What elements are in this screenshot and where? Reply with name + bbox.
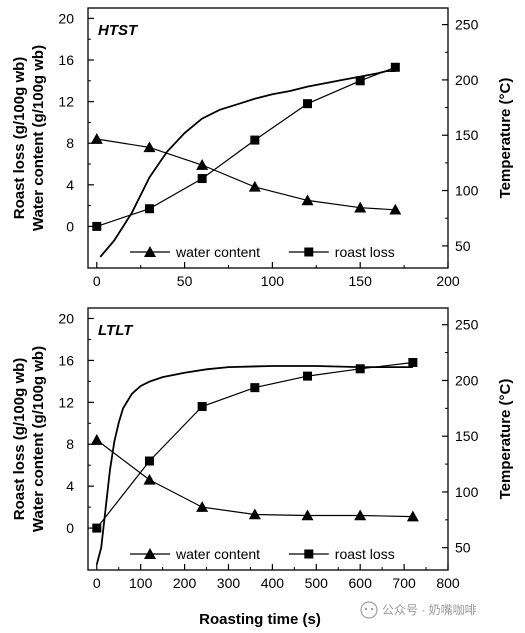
y-right-tick-label: 200 bbox=[455, 72, 479, 88]
water-content-point bbox=[90, 133, 103, 144]
panel-label: LTLT bbox=[98, 322, 134, 339]
water-content-point bbox=[196, 159, 209, 170]
series-temperature-line bbox=[95, 365, 413, 565]
y-right-tick-label: 200 bbox=[455, 372, 479, 388]
y-left-tick-label: 16 bbox=[58, 352, 74, 368]
plot-frame bbox=[87, 307, 449, 571]
roast-loss-point bbox=[390, 62, 400, 72]
legend-marker-triangle bbox=[144, 246, 156, 257]
x-tick-label: 100 bbox=[129, 575, 153, 591]
legend-marker-triangle bbox=[144, 548, 156, 559]
roast-loss-point bbox=[355, 76, 365, 86]
water-content-point bbox=[248, 508, 261, 520]
y-right-tick-label: 100 bbox=[455, 183, 479, 199]
wechat-icon bbox=[360, 601, 378, 619]
y-right-tick-label: 150 bbox=[455, 428, 479, 444]
y-left-tick-label: 8 bbox=[66, 436, 74, 452]
water-content-point bbox=[301, 509, 314, 521]
y-left-tick-label: 12 bbox=[58, 94, 74, 110]
legend-label: water content bbox=[175, 244, 260, 260]
y-right-tick-label: 100 bbox=[455, 484, 479, 500]
watermark: 公众号 · 奶嘴咖啡 bbox=[360, 601, 477, 619]
watermark-text: 公众号 · 奶嘴咖啡 bbox=[382, 602, 477, 617]
water-content-point bbox=[389, 203, 402, 215]
x-tick-label: 400 bbox=[261, 575, 285, 591]
x-axis-title: Roasting time (s) bbox=[199, 611, 321, 628]
y-right-axis-title: Temperature (°C) bbox=[497, 379, 514, 500]
legend-marker-square bbox=[304, 247, 314, 257]
x-tick-label: 100 bbox=[261, 273, 285, 289]
y-left-tick-label: 20 bbox=[58, 310, 74, 326]
y-left-axis-title: Water content (g/100g wb) bbox=[30, 346, 47, 532]
roast-loss-point bbox=[197, 402, 207, 412]
legend-marker-square bbox=[304, 549, 314, 559]
y-left-tick-label: 20 bbox=[58, 10, 74, 26]
x-tick-label: 0 bbox=[93, 273, 101, 289]
y-right-tick-label: 150 bbox=[455, 127, 479, 143]
series-water-content-line bbox=[96, 439, 413, 518]
y-left-tick-label: 4 bbox=[66, 478, 74, 494]
roast-loss-point bbox=[92, 221, 102, 231]
x-tick-label: 0 bbox=[93, 575, 101, 591]
y-left-axis-title: Roast loss (g/100g wb) bbox=[11, 57, 28, 220]
y-right-axis-title: Temperature (°C) bbox=[497, 78, 514, 199]
legend-label: roast loss bbox=[335, 546, 395, 562]
roast-loss-point bbox=[144, 456, 154, 466]
water-content-point bbox=[301, 194, 314, 206]
panel-label: HTST bbox=[98, 22, 139, 39]
roast-loss-point bbox=[197, 174, 207, 184]
roast-loss-point bbox=[355, 364, 365, 374]
y-left-axis-title: Water content (g/100g wb) bbox=[30, 45, 47, 231]
water-content-point bbox=[90, 434, 103, 445]
water-content-point bbox=[196, 501, 209, 512]
y-left-axis-title: Roast loss (g/100g wb) bbox=[11, 358, 28, 521]
series-temperature-line bbox=[99, 70, 396, 258]
water-content-point bbox=[143, 141, 156, 153]
y-left-tick-label: 4 bbox=[66, 177, 74, 193]
y-right-tick-label: 50 bbox=[455, 238, 471, 254]
x-tick-label: 700 bbox=[392, 575, 416, 591]
roast-loss-point bbox=[303, 99, 313, 109]
x-tick-label: 200 bbox=[436, 273, 460, 289]
x-tick-label: 600 bbox=[349, 575, 373, 591]
roast-loss-point bbox=[250, 135, 260, 145]
y-right-tick-label: 50 bbox=[455, 540, 471, 556]
water-content-point bbox=[248, 180, 261, 192]
water-content-point bbox=[354, 201, 367, 213]
y-left-tick-label: 8 bbox=[66, 135, 74, 151]
x-tick-label: 50 bbox=[177, 273, 193, 289]
y-left-tick-label: 12 bbox=[58, 394, 74, 410]
y-right-tick-label: 250 bbox=[455, 17, 479, 33]
water-content-point bbox=[354, 509, 367, 521]
roast-loss-point bbox=[144, 204, 154, 214]
y-left-tick-label: 0 bbox=[66, 218, 74, 234]
series-roast-loss-line bbox=[96, 66, 396, 227]
plot-frame bbox=[87, 7, 449, 269]
panel-htst: HTST 0 50 100 150 200 0 4 8 12 16 20 50 100 150 200 250 R… bbox=[11, 7, 514, 289]
wechat-icon-dot bbox=[370, 607, 374, 611]
x-tick-label: 800 bbox=[436, 575, 460, 591]
y-right-tick-label: 250 bbox=[455, 317, 479, 333]
legend-label: roast loss bbox=[335, 244, 395, 260]
water-content-point bbox=[143, 473, 156, 485]
legend-label: water content bbox=[175, 546, 260, 562]
y-left-tick-label: 16 bbox=[58, 52, 74, 68]
x-tick-label: 500 bbox=[305, 575, 329, 591]
roast-loss-point bbox=[408, 357, 418, 367]
roast-loss-point bbox=[250, 383, 260, 393]
x-tick-label: 200 bbox=[173, 575, 197, 591]
y-left-tick-label: 0 bbox=[66, 520, 74, 536]
x-tick-label: 150 bbox=[349, 273, 373, 289]
water-content-point bbox=[406, 510, 419, 522]
x-tick-label: 300 bbox=[217, 575, 241, 591]
panel-ltlt: LTLT 0 100 200 300 400 500 600 700 800 0 4 8 12 16 20 50… bbox=[11, 307, 514, 628]
series-water-content-line bbox=[96, 138, 396, 211]
roast-loss-point bbox=[92, 523, 102, 533]
wechat-icon-dot bbox=[364, 607, 368, 611]
roast-loss-point bbox=[303, 371, 313, 381]
